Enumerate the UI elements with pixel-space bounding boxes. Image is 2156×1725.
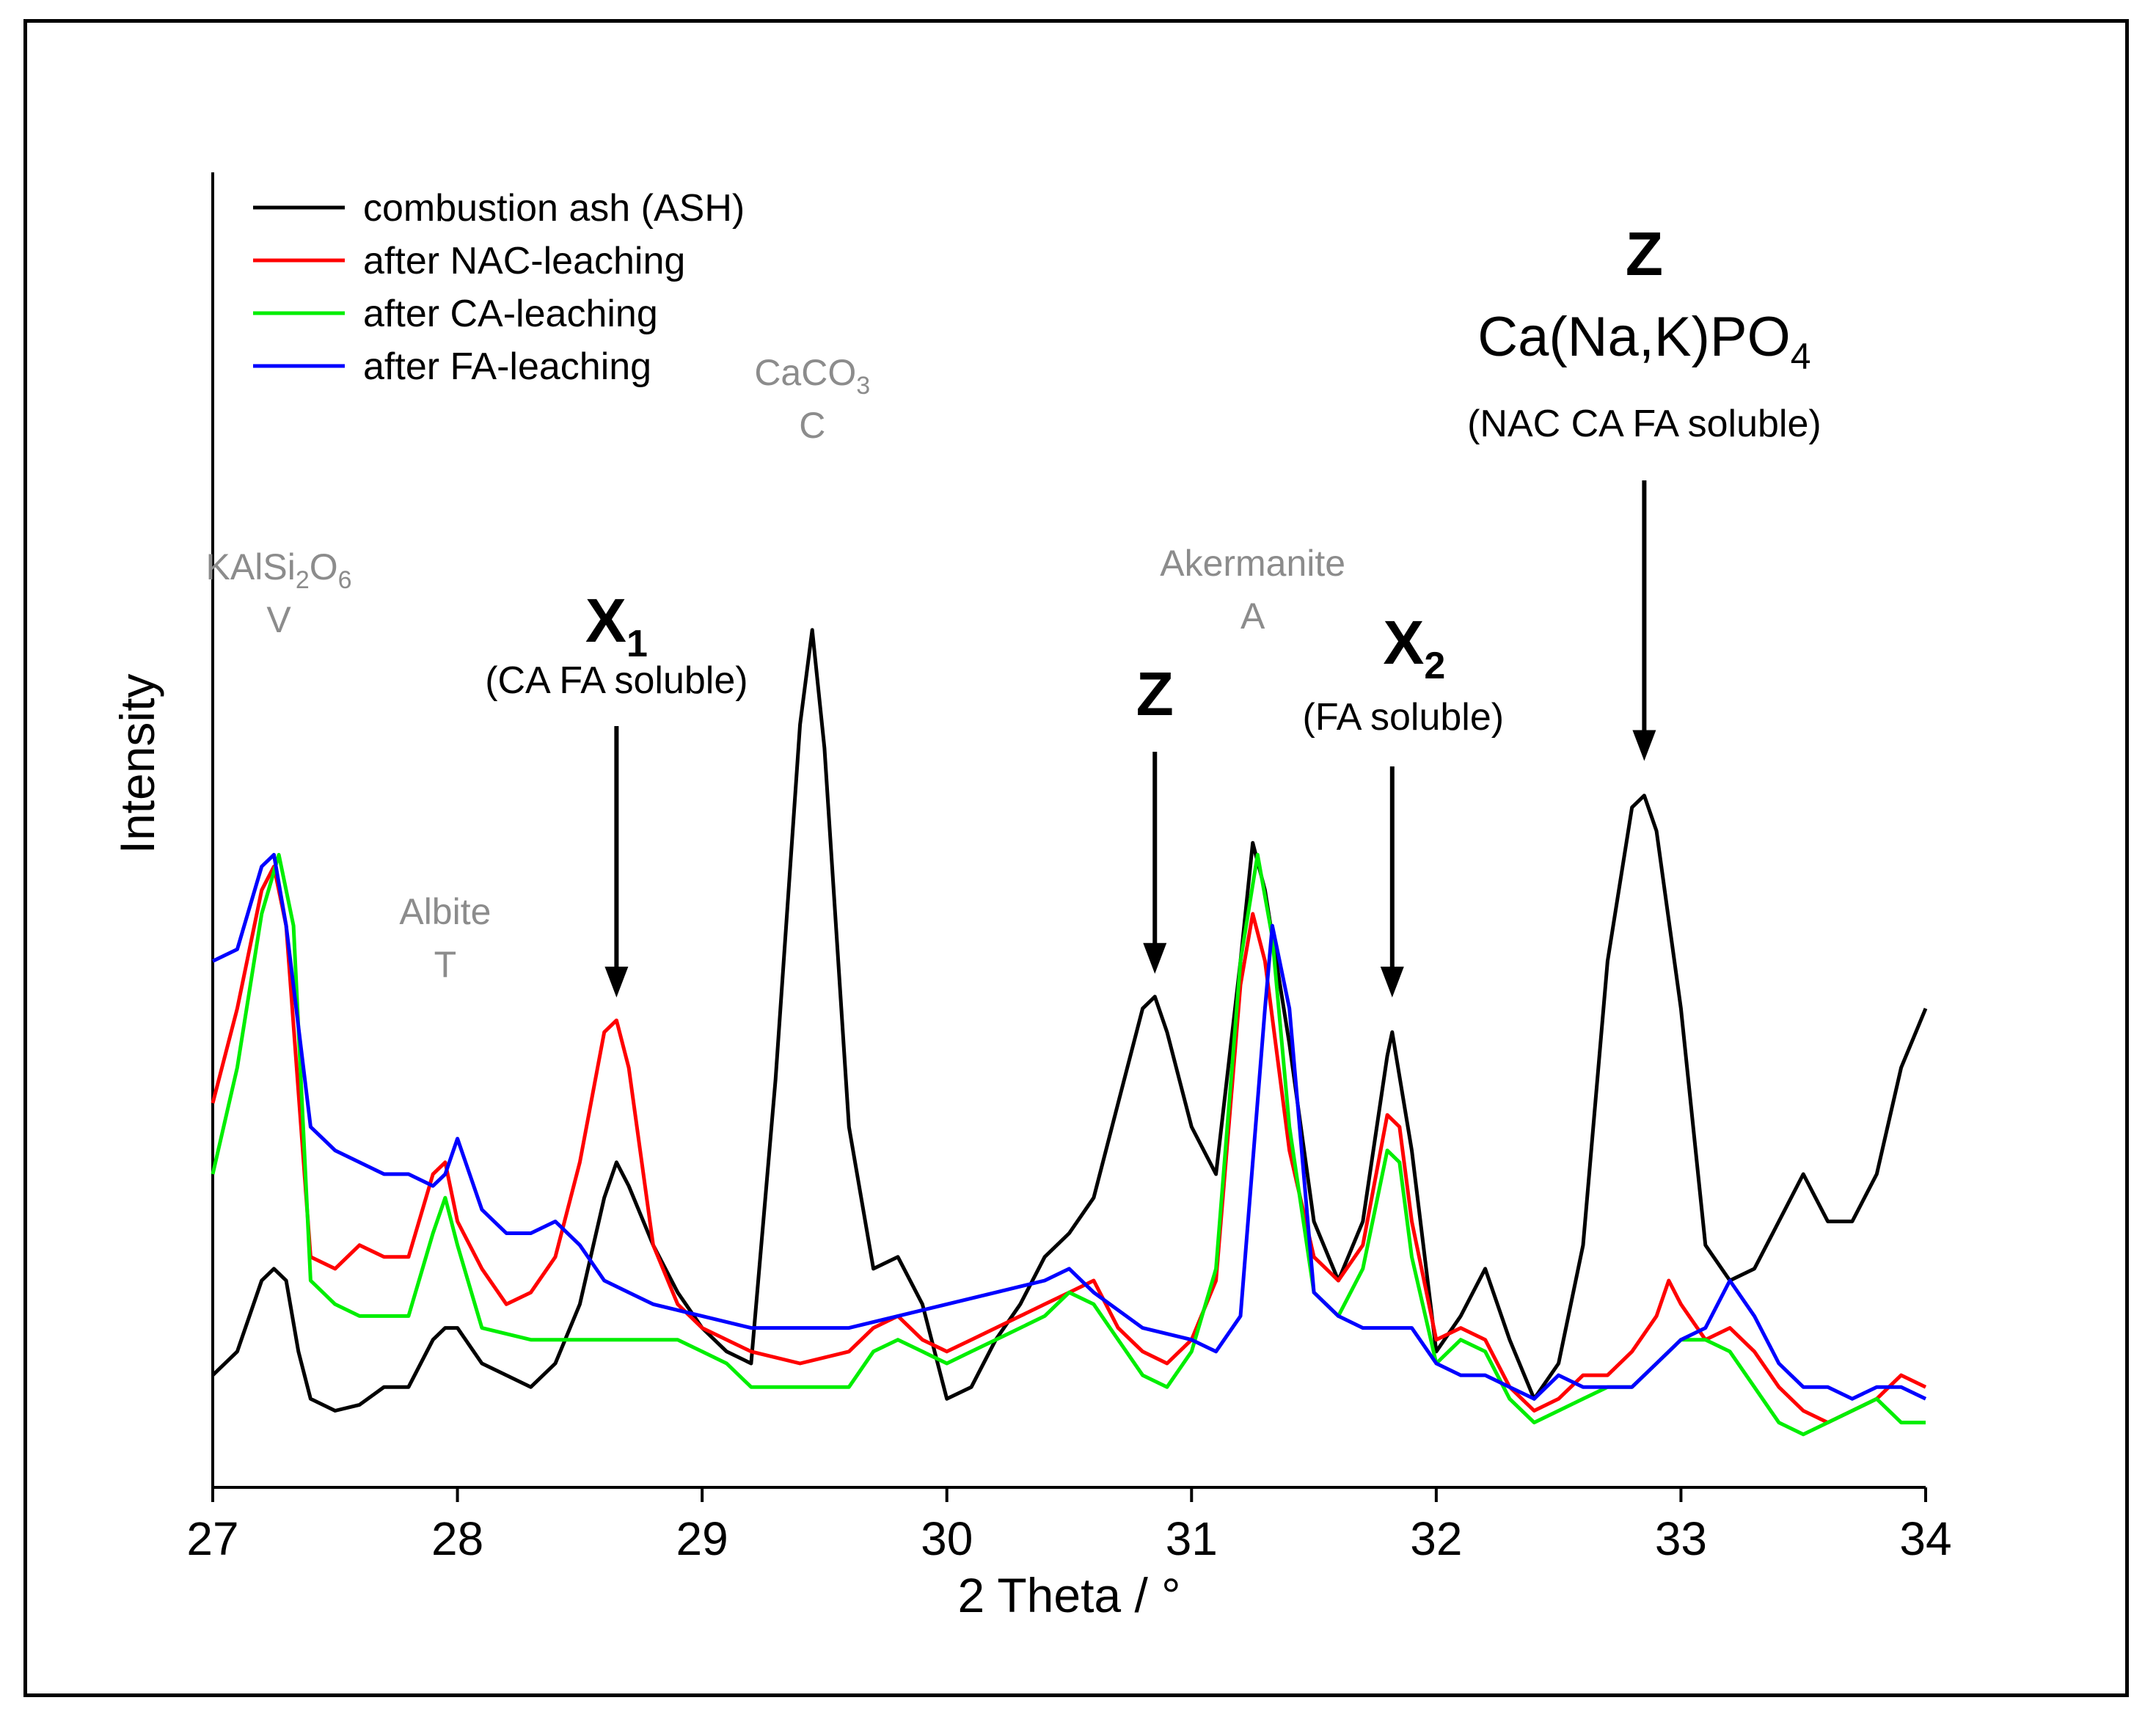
peak-z-right-formula: Ca(Na,K)PO4 (1477, 306, 1810, 377)
peak-z-right-arrow-head (1632, 730, 1656, 761)
phase-label-albite: Albite (399, 891, 491, 932)
annotation-layer: KAlSi2O6 V Albite T CaCO3 C Akermanite A X1(CA F… (206, 219, 1821, 998)
y-axis-title: Intensity (110, 674, 164, 854)
legend-label: combustion ash (ASH) (363, 187, 745, 230)
peak-x1-note: (CA FA soluble) (485, 659, 748, 702)
x-tick-label: 33 (1655, 1512, 1707, 1565)
peak-z-right-note: (NAC CA FA soluble) (1467, 403, 1821, 445)
series-line-1 (211, 628, 1928, 1413)
series-layer (211, 628, 1928, 1437)
series-line-4 (211, 852, 1927, 1401)
peak-z-left-symbol: Z (1136, 659, 1174, 728)
phase-label-calcite-letter: C (799, 405, 825, 446)
peak-z-left-arrow-head (1143, 942, 1167, 974)
peak-x1-arrow-head (604, 967, 629, 998)
phase-label-akermanite: Akermanite (1160, 543, 1345, 584)
figure-frame (23, 19, 2129, 1697)
x-tick-label: 31 (1166, 1512, 1218, 1565)
phase-label-leucite: KAlSi2O6 (206, 546, 352, 594)
axes: 27 28 29 30 31 32 33 34 2 Theta / ° Intensity (110, 172, 1952, 1622)
peak-x1-symbol: X1 (585, 586, 648, 665)
peak-x2-symbol: X2 (1383, 608, 1445, 687)
legend-label: after NAC-leaching (363, 240, 685, 282)
series-line-2 (211, 865, 1927, 1425)
phase-label-leucite-letter: V (266, 599, 291, 640)
x-tick-label: 32 (1410, 1512, 1462, 1565)
phase-label-akermanite-letter: A (1240, 596, 1265, 637)
x-tick-label: 28 (431, 1512, 483, 1565)
x-tick-label: 27 (186, 1512, 238, 1565)
phase-label-albite-letter: T (434, 944, 457, 985)
x-tick-label: 30 (921, 1512, 973, 1565)
x-tick-label: 34 (1899, 1512, 1951, 1565)
legend-label: after FA-leaching (363, 345, 651, 388)
x-tick-label: 29 (676, 1512, 728, 1565)
legend-label: after CA-leaching (363, 293, 658, 335)
x-axis-title: 2 Theta / ° (957, 1568, 1180, 1622)
peak-x2-note: (FA soluble) (1303, 696, 1505, 739)
legend: combustion ash (ASH) after NAC-leaching af… (253, 187, 745, 388)
peak-z-right-symbol: Z (1626, 219, 1663, 288)
peak-x2-arrow-head (1380, 967, 1404, 998)
phase-label-calcite: CaCO3 (754, 352, 870, 400)
